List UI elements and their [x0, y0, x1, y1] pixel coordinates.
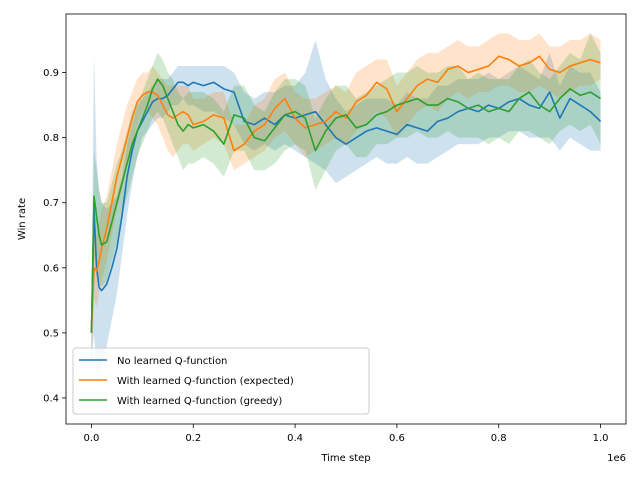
series-line-1 [90, 55, 601, 333]
series-lines [90, 55, 602, 333]
y-axis-ticks: 0.4 0.5 0.6 0.7 0.8 0.9 [43, 68, 66, 404]
series-line-2 [90, 78, 601, 333]
x-tick-label: 0.6 [389, 433, 405, 444]
x-axis-label: Time step [320, 453, 370, 464]
x-tick-label: 0.2 [185, 433, 201, 444]
x-tick-label: 0.8 [491, 433, 507, 444]
x-tick-label: 0.4 [287, 433, 303, 444]
legend-label-2: With learned Q-function (greedy) [117, 396, 282, 407]
plot-frame [65, 13, 627, 425]
legend-box [72, 347, 370, 415]
x-axis-ticks: 0.0 0.2 0.4 0.6 0.8 1.0 [84, 424, 609, 444]
legend-label-1: With learned Q-function (expected) [117, 376, 294, 387]
x-axis-offset-label: 1e6 [607, 453, 626, 464]
series-band-0 [91, 40, 601, 372]
y-tick-label: 0.9 [43, 68, 59, 79]
legend: No learned Q-function With learned Q-func… [72, 347, 370, 415]
y-tick-label: 0.7 [43, 198, 59, 209]
x-tick-label: 1.0 [593, 433, 609, 444]
y-tick-label: 0.4 [43, 393, 59, 404]
y-tick-label: 0.5 [43, 328, 59, 339]
x-tick-label: 0.0 [84, 433, 100, 444]
y-axis-label: Win rate [17, 198, 28, 240]
y-tick-label: 0.6 [43, 263, 59, 274]
y-tick-label: 0.8 [43, 133, 59, 144]
legend-label-0: No learned Q-function [117, 356, 227, 367]
